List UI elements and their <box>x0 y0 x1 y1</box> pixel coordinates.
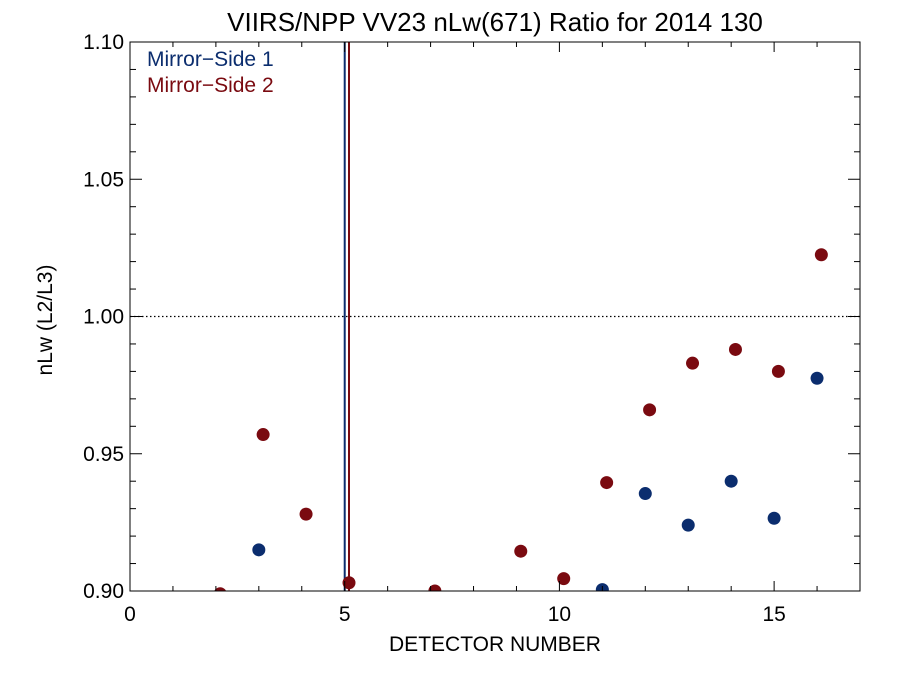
series-1-point <box>252 543 266 557</box>
series-2-point <box>256 428 270 442</box>
x-axis-label: DETECTOR NUMBER <box>389 633 601 656</box>
y-axis-label: nLw (L2/L3) <box>34 265 57 376</box>
series-1-point <box>767 511 781 525</box>
series-1-point <box>638 487 652 501</box>
x-tick-label: 10 <box>548 603 571 626</box>
y-tick-label: 0.90 <box>83 580 124 603</box>
series-2-point <box>299 507 313 521</box>
plot-content <box>130 42 860 591</box>
series-2-point <box>686 356 700 370</box>
chart-title: VIIRS/NPP VV23 nLw(671) Ratio for 2014 1… <box>227 7 763 37</box>
series-2-point <box>643 403 657 417</box>
series-2-point <box>514 544 528 558</box>
x-tick-label: 0 <box>124 603 136 626</box>
y-tick-label: 1.10 <box>83 31 124 54</box>
series-2-point <box>342 576 356 590</box>
x-tick-label: 15 <box>762 603 785 626</box>
series-2-point <box>814 248 828 262</box>
series-1-point <box>724 474 738 488</box>
legend-entry-2: Mirror−Side 2 <box>147 74 274 97</box>
plot-area <box>130 42 860 591</box>
series-2-point <box>771 364 785 378</box>
series-2-point <box>728 342 742 356</box>
axes: 0 5 10 15 0.90 0.95 1.00 1.05 1.10 <box>83 31 861 626</box>
y-tick-label: 0.95 <box>83 443 124 466</box>
series-2-point <box>214 587 227 591</box>
x-tick-label: 5 <box>339 603 351 626</box>
legend-entry-1: Mirror−Side 1 <box>147 48 274 71</box>
series-2-point <box>557 572 571 586</box>
y-tick-label: 1.00 <box>83 306 124 329</box>
series-2-point <box>428 584 442 591</box>
legend: Mirror−Side 1 Mirror−Side 2 <box>147 48 274 97</box>
series-1-point <box>810 371 824 385</box>
series-2-point <box>600 476 614 490</box>
y-tick-label: 1.05 <box>83 168 124 191</box>
series-1-point <box>681 518 695 532</box>
